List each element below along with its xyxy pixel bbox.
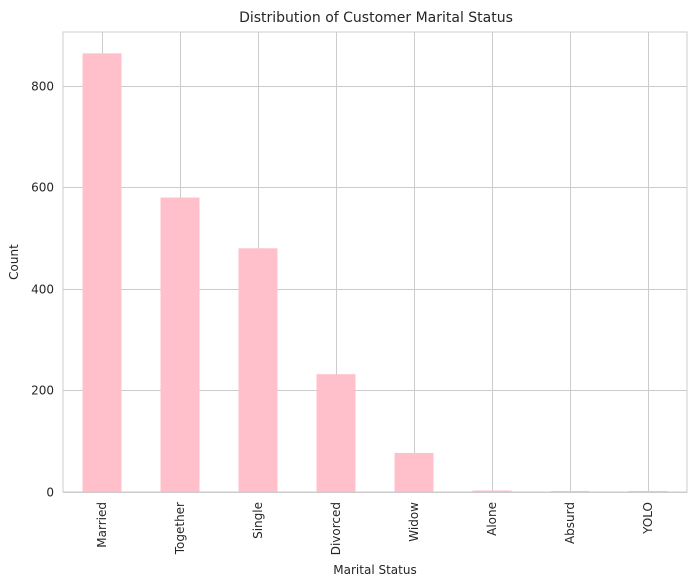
bar-single: [238, 248, 278, 492]
x-tick-label: YOLO: [641, 502, 655, 535]
x-tick-label: Together: [173, 502, 187, 555]
x-tick-label: Married: [95, 502, 109, 548]
bar-divorced: [316, 374, 356, 492]
bar-widow: [394, 452, 434, 492]
x-tick-labels: Married Together Single Divorced Widow Alone A…: [95, 502, 655, 555]
x-tick-label: Alone: [485, 502, 499, 536]
plot-frame: [62, 31, 688, 493]
chart-title: Distribution of Customer Marital Status: [239, 10, 513, 26]
x-tick-label: Widow: [407, 502, 421, 542]
bar-yolo: [628, 490, 668, 492]
y-tick-labels: 0 200 400 600 800: [31, 80, 54, 500]
x-tick-label: Absurd: [563, 502, 577, 544]
grid-lines: [63, 32, 687, 493]
y-tick-label: 400: [31, 283, 54, 297]
y-axis-title: Count: [7, 244, 21, 280]
bar-together: [160, 197, 200, 492]
bars: [82, 53, 668, 493]
x-tick-label: Single: [251, 502, 265, 539]
x-tick-label: Divorced: [329, 502, 343, 555]
x-axis-title: Marital Status: [333, 563, 416, 577]
y-tick-label: 0: [46, 486, 54, 500]
bar-married: [82, 53, 122, 493]
bar-absurd: [550, 490, 590, 492]
y-tick-label: 800: [31, 80, 54, 94]
y-tick-label: 600: [31, 181, 54, 195]
bar-alone: [472, 490, 512, 492]
y-tick-label: 200: [31, 384, 54, 398]
